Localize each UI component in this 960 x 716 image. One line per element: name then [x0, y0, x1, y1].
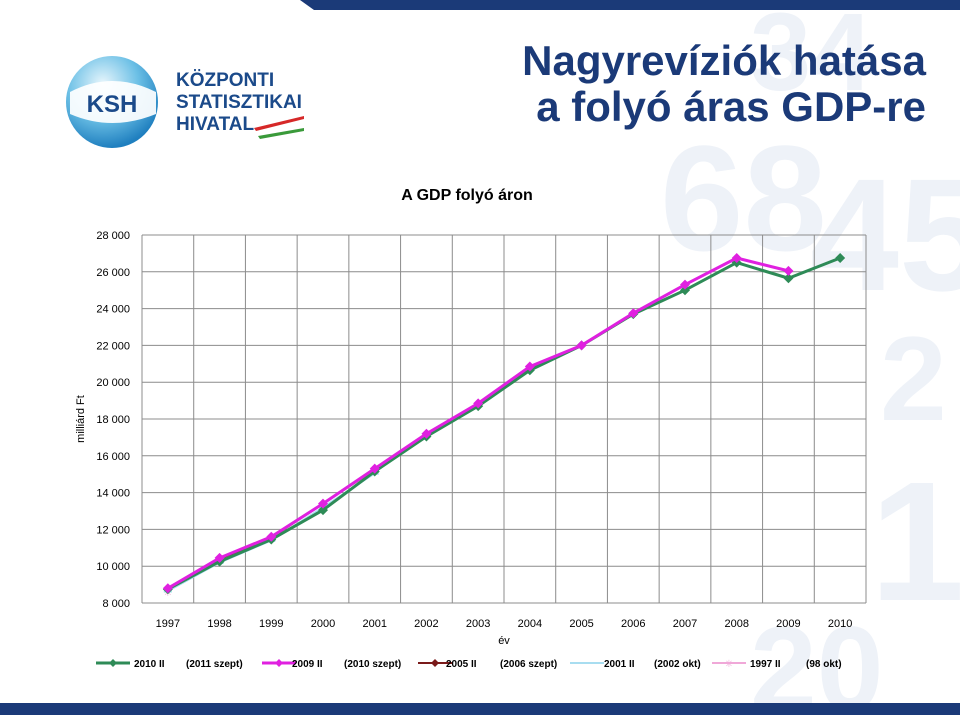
svg-text:HIVATAL: HIVATAL: [176, 114, 254, 135]
svg-text:KÖZPONTI: KÖZPONTI: [176, 70, 274, 91]
legend-series-name: 2005 II: [446, 659, 477, 670]
x-axis-label: év: [498, 635, 510, 647]
chart-title: A GDP folyó áron: [401, 187, 533, 204]
series-line-2009-ii: [167, 256, 789, 590]
background-digits-decoration: 34 68 45 2 1 20: [660, 0, 960, 716]
x-tick-label: 2003: [466, 618, 490, 630]
legend-marker: [275, 659, 283, 667]
legend-series-date: (2006 szept): [500, 659, 557, 670]
series-line-2010-ii: [167, 256, 841, 591]
legend-marker: ✳: [725, 659, 733, 670]
ksh-logo: KSH KÖZPONTI STATISZTIKAI HIVATAL: [64, 52, 314, 152]
svg-text:STATISZTIKAI: STATISZTIKAI: [176, 92, 302, 113]
x-tick-label: 2006: [621, 618, 645, 630]
svg-text:2: 2: [880, 312, 947, 446]
svg-text:20: 20: [750, 602, 883, 716]
y-tick-label: 26 000: [96, 267, 130, 279]
data-point: [473, 398, 484, 409]
x-tick-label: 2008: [724, 618, 748, 630]
y-tick-label: 8 000: [102, 598, 130, 610]
bottom-accent-bar: [0, 703, 960, 715]
legend-series-date: (2010 szept): [344, 659, 401, 670]
svg-text:34: 34: [750, 0, 872, 114]
x-tick-label: 2007: [673, 618, 697, 630]
data-point: [214, 552, 225, 563]
legend-series-name: 2001 II: [604, 659, 635, 670]
legend-series-date: (2002 okt): [654, 659, 701, 670]
x-tick-label: 2009: [776, 618, 800, 630]
data-point: [369, 463, 380, 474]
legend-series-date: (2011 szept): [186, 659, 243, 670]
slide-title-line-1: Nagyrevíziók hatása: [522, 37, 926, 84]
data-point: [162, 583, 173, 594]
y-tick-label: 28 000: [96, 230, 130, 242]
legend-series-name: 1997 II: [750, 659, 781, 670]
legend-series-name: 2010 II: [134, 659, 165, 670]
data-point: [576, 340, 587, 351]
y-tick-label: 16 000: [96, 451, 130, 463]
x-tick-label: 2001: [362, 618, 386, 630]
y-tick-label: 14 000: [96, 488, 130, 500]
y-tick-label: 10 000: [96, 561, 130, 573]
y-tick-label: 22 000: [96, 340, 130, 352]
data-point: [318, 505, 328, 516]
ksh-logo-graphic: KSH KÖZPONTI STATISZTIKAI HIVATAL: [66, 56, 304, 148]
data-point: [421, 428, 432, 439]
y-tick-label: 20 000: [96, 377, 130, 389]
data-point: [524, 361, 535, 372]
data-point: [318, 498, 328, 509]
x-tick-label: 2004: [518, 618, 542, 630]
data-point: [783, 273, 794, 284]
x-tick-label: 1997: [156, 618, 180, 630]
svg-text:1: 1: [870, 447, 960, 637]
x-tick-label: 1999: [259, 618, 283, 630]
x-tick-label: 2000: [311, 618, 335, 630]
svg-text:KSH: KSH: [87, 91, 138, 118]
gdp-line-chart: A GDP folyó áron 8 000 10 000 12 000 14 000 1…: [75, 187, 867, 670]
legend-series-date: (98 okt): [806, 659, 842, 670]
legend-series-name: 2009 II: [292, 659, 323, 670]
slide-title-line-2: a folyó áras GDP-re: [536, 83, 926, 130]
top-accent-bar: [300, 0, 960, 10]
data-point: [266, 531, 277, 542]
x-tick-label: 2005: [569, 618, 593, 630]
data-point: [628, 308, 639, 319]
y-tick-label: 12 000: [96, 524, 130, 536]
data-point: [731, 253, 742, 263]
data-point: [835, 253, 846, 263]
x-tick-label: 2002: [414, 618, 438, 630]
data-point: [783, 265, 794, 276]
svg-text:68: 68: [660, 114, 827, 282]
y-axis-label: milliárd Ft: [75, 395, 87, 443]
y-tick-label: 18 000: [96, 414, 130, 426]
y-tick-label: 24 000: [96, 304, 130, 316]
legend-marker: [109, 659, 117, 667]
x-tick-label: 1998: [207, 618, 231, 630]
x-tick-label: 2010: [828, 618, 852, 630]
legend-marker: [431, 659, 439, 667]
data-point: [680, 279, 690, 290]
